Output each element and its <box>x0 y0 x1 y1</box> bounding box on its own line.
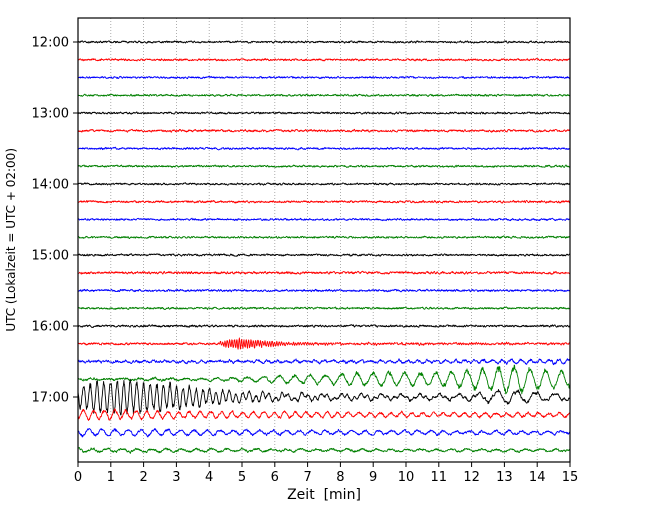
seismo-trace-14:00 <box>78 182 570 186</box>
y-tick-label: 14:00 <box>32 178 69 193</box>
y-tick-label: 16:00 <box>32 320 69 335</box>
x-tick-label: 0 <box>74 470 82 485</box>
seismo-trace-13:00 <box>78 111 570 115</box>
x-tick-label: 15 <box>562 470 579 485</box>
y-tick-label: 12:00 <box>32 36 69 51</box>
x-tick-label: 5 <box>238 470 246 485</box>
seismo-trace-14:15 <box>78 199 570 204</box>
y-tick-label: 17:00 <box>32 391 69 406</box>
seismo-trace-16:45 <box>78 364 570 395</box>
x-tick-label: 6 <box>271 470 279 485</box>
seismo-trace-15:15 <box>78 270 570 275</box>
x-tick-label: 10 <box>398 470 415 485</box>
x-tick-label: 3 <box>172 470 180 485</box>
seismo-trace-13:45 <box>78 164 570 168</box>
seismo-trace-17:45 <box>78 447 570 454</box>
seismo-trace-16:15 <box>78 337 570 350</box>
seismo-trace-15:00 <box>78 253 570 257</box>
y-tick-label: 13:00 <box>32 107 69 122</box>
seismo-trace-13:15 <box>78 128 570 133</box>
x-tick-label: 7 <box>303 470 311 485</box>
x-tick-label: 9 <box>369 470 377 485</box>
y-tick-label: 15:00 <box>32 249 69 264</box>
seismo-trace-16:00 <box>78 324 570 328</box>
seismo-trace-12:00 <box>78 40 570 44</box>
trace-group <box>78 40 570 454</box>
x-tick-label: 4 <box>205 470 213 485</box>
x-tick-label: 11 <box>431 470 448 485</box>
x-axis: 0 1 2 3 4 5 6 7 8 9 10 11 12 13 14 15 <box>74 462 578 485</box>
seismo-trace-12:45 <box>78 93 570 97</box>
x-tick-label: 13 <box>496 470 513 485</box>
plot-border <box>77 17 571 463</box>
seismo-trace-17:00 <box>78 378 570 416</box>
seismo-trace-14:30 <box>78 217 570 222</box>
x-tick-label: 14 <box>529 470 546 485</box>
seismo-trace-12:15 <box>78 58 570 62</box>
seismo-trace-15:30 <box>78 288 570 293</box>
y-axis: 12:00 13:00 14:00 15:00 16:00 17:00 <box>32 36 78 406</box>
x-tick-label: 12 <box>463 470 480 485</box>
seismo-trace-12:30 <box>78 75 570 80</box>
seismo-trace-17:30 <box>78 428 570 438</box>
x-tick-label: 1 <box>107 470 115 485</box>
y-axis-label-text: UTC (Lokalzeit = UTC + 02:00) <box>4 148 18 332</box>
seismo-trace-16:30 <box>78 358 570 366</box>
seismo-trace-17:15 <box>78 408 570 421</box>
x-axis-label: Zeit [min] <box>287 487 361 503</box>
seismo-trace-15:45 <box>78 306 570 310</box>
x-tick-label: 2 <box>139 470 147 485</box>
seismo-trace-13:30 <box>78 146 570 151</box>
y-axis-label: UTC (Lokalzeit = UTC + 02:00) <box>2 18 20 462</box>
seismo-trace-14:45 <box>78 235 570 240</box>
x-tick-label: 8 <box>336 470 344 485</box>
